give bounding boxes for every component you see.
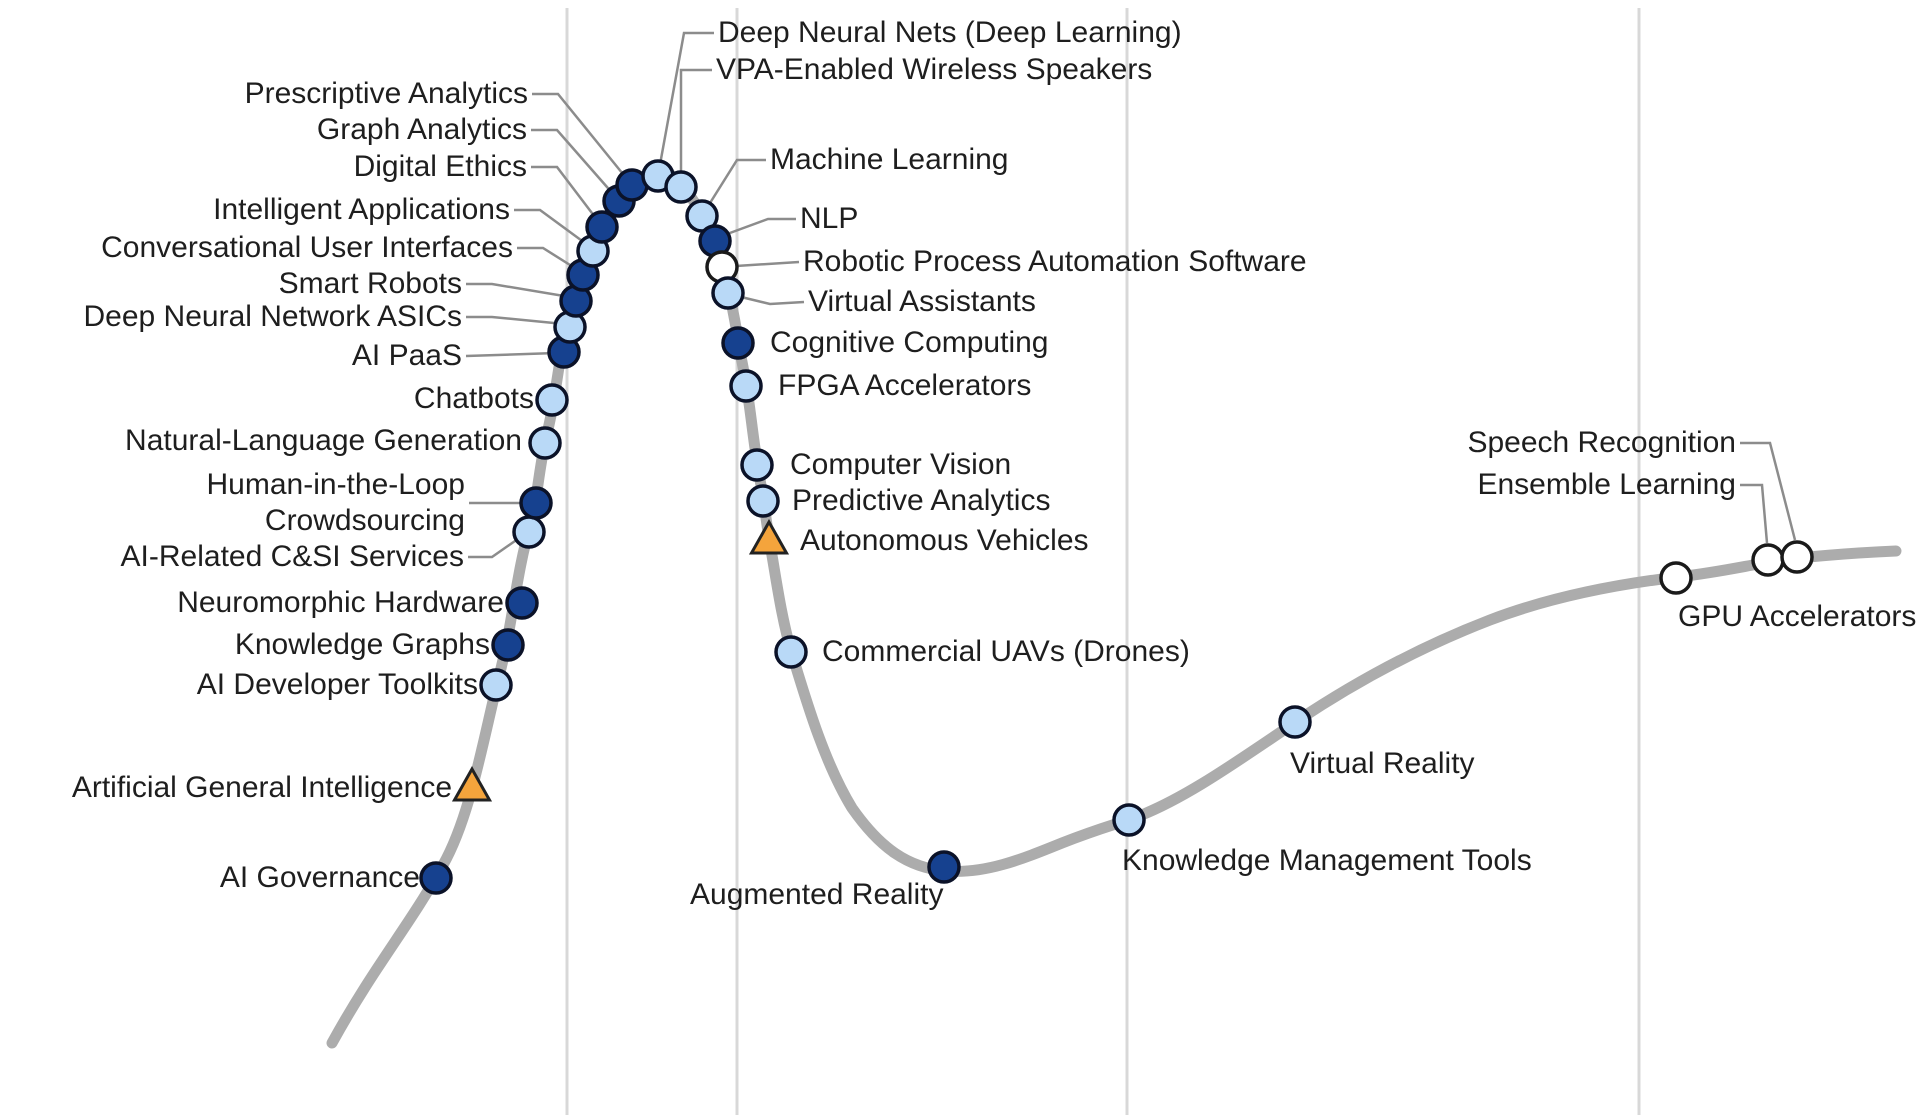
marker-neuromorphic-hardware: [505, 586, 539, 620]
marker-virtual-reality: [1278, 705, 1312, 739]
marker-knowledge-management-tools: [1112, 803, 1146, 837]
marker-vpa-enabled-wireless-speakers: [664, 170, 698, 204]
marker-fpga-accelerators: [729, 369, 763, 403]
marker-augmented-reality: [927, 850, 961, 884]
leader-vpa-enabled-wireless-speakers: [679, 68, 712, 181]
marker-digital-ethics: [585, 210, 619, 244]
leader-ensemble-learning: [1740, 483, 1769, 544]
leader-speech-recognition: [1740, 441, 1797, 541]
marker-artificial-general-intelligence: [451, 765, 493, 802]
marker-natural-language-generation: [528, 426, 562, 460]
leader-deep-neural-network-asics: [466, 315, 565, 326]
leader-conversational-user-interfaces: [517, 246, 579, 272]
leader-machine-learning: [703, 158, 766, 212]
marker-knowledge-graphs: [491, 628, 525, 662]
marker-autonomous-vehicles: [748, 518, 790, 555]
marker-human-in-the-loop-crowdsourcing: [519, 486, 553, 520]
marker-ensemble-learning: [1751, 543, 1785, 577]
leader-prescriptive-analytics: [532, 92, 628, 180]
leader-ai-related-c-si-services: [468, 532, 526, 559]
leader-intelligent-applications: [514, 208, 590, 248]
marker-ai-related-c-si-services: [512, 515, 546, 549]
leader-robotic-process-automation-software: [735, 260, 800, 268]
marker-ai-governance: [419, 861, 453, 895]
marker-cognitive-computing: [721, 326, 755, 360]
leader-virtual-assistants: [736, 294, 805, 306]
marker-predictive-analytics: [746, 484, 780, 518]
leader-smart-robots: [466, 282, 571, 299]
marker-gpu-accelerators: [1659, 561, 1693, 595]
leader-ai-paas: [465, 351, 557, 358]
leader-nlp: [718, 217, 796, 239]
leader-graph-analytics: [531, 128, 615, 196]
marker-virtual-assistants: [711, 276, 745, 310]
marker-ai-developer-toolkits: [479, 668, 513, 702]
leader-deep-neural-nets-deep-learning: [657, 31, 714, 171]
marker-computer-vision: [740, 448, 774, 482]
marker-chatbots: [535, 383, 569, 417]
marker-commercial-uavs-drones: [774, 635, 808, 669]
marker-speech-recognition: [1780, 540, 1814, 574]
leader-digital-ethics: [531, 165, 599, 222]
